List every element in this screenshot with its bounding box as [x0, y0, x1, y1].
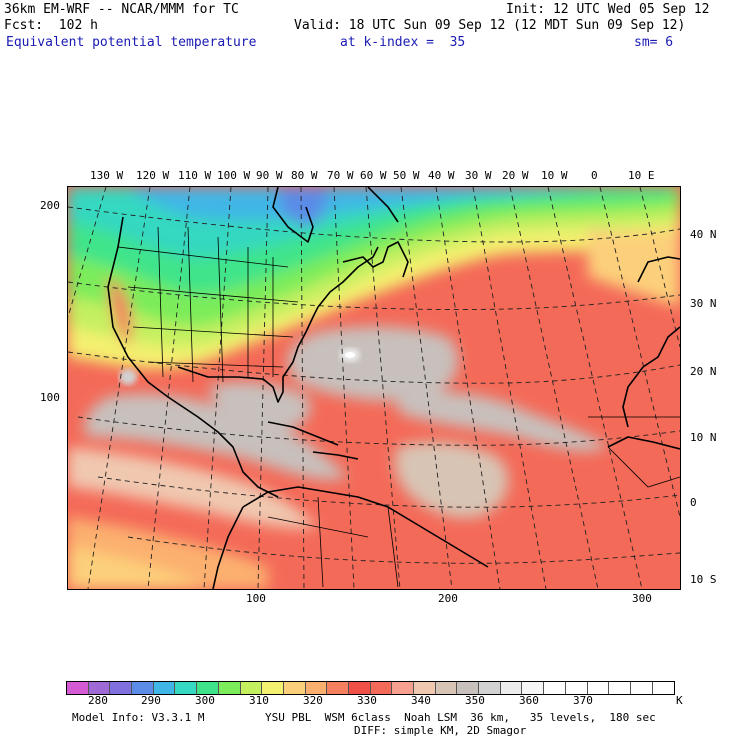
colorbar-swatch	[348, 682, 371, 694]
lat-label: 0	[690, 496, 697, 509]
lon-label: 80 W	[291, 169, 318, 182]
colorbar-label: 290	[141, 694, 161, 707]
field-name: Equivalent potential temperature	[6, 35, 257, 50]
lon-label: 130 W	[90, 169, 124, 182]
colorbar-label: 330	[357, 694, 377, 707]
colorbar-swatch	[392, 682, 414, 694]
lon-label: 30 W	[465, 169, 492, 182]
colorbar-swatch	[457, 682, 480, 694]
field-band	[208, 381, 311, 432]
field-band	[128, 187, 588, 221]
colorbar-swatch	[609, 682, 631, 694]
field-band	[398, 392, 608, 452]
colorbar-unit: K	[676, 694, 683, 707]
colorbar-swatch	[565, 682, 588, 694]
colorbar-swatch	[544, 682, 566, 694]
colorbar-swatch	[305, 682, 328, 694]
colorbar-swatch	[327, 682, 349, 694]
field-band	[68, 447, 318, 529]
physics-info: YSU PBL WSM 6class Noah LSM 36 km, 35 le…	[265, 711, 656, 724]
grid-y-label: 100	[40, 391, 60, 404]
grid-y-label: 200	[40, 199, 60, 212]
field-band	[394, 441, 509, 518]
lon-label: 20 W	[502, 169, 529, 182]
colorbar-swatch	[132, 682, 154, 694]
grid-x-label: 100	[246, 592, 266, 605]
level-info: at k-index = 35	[340, 35, 466, 50]
forecast-hour: Fcst: 102 h	[4, 18, 98, 33]
grid-x-label: 200	[438, 592, 458, 605]
colorbar-swatch	[240, 682, 263, 694]
graticule	[68, 187, 680, 589]
colorbar-swatch	[630, 682, 653, 694]
lon-label: 50 W	[393, 169, 420, 182]
coastlines	[107, 187, 680, 589]
lon-label: 0	[591, 169, 598, 182]
colorbar-swatch	[500, 682, 523, 694]
field-band	[287, 326, 459, 402]
colorbar	[66, 681, 676, 695]
colorbar-swatch	[652, 682, 675, 694]
colorbar-swatch	[67, 682, 89, 694]
smoothing-info: sm= 6	[634, 35, 674, 50]
lon-label: 100 W	[217, 169, 251, 182]
colorbar-swatch	[175, 682, 198, 694]
colorbar-swatch	[435, 682, 458, 694]
model-info: Model Info: V3.3.1 M	[72, 711, 205, 724]
lon-label: 10 E	[628, 169, 655, 182]
colorbar-label: 280	[88, 694, 108, 707]
colorbar-swatch	[197, 682, 219, 694]
field-spot	[345, 352, 355, 358]
lat-label: 30 N	[690, 297, 717, 310]
diffusion-info: DIFF: simple KM, 2D Smagor	[354, 724, 527, 737]
colorbar-swatch	[262, 682, 284, 694]
colorbar-label: 320	[303, 694, 323, 707]
field-band	[84, 393, 348, 480]
lon-label: 10 W	[541, 169, 568, 182]
colorbar-swatch	[110, 682, 133, 694]
valid-time: Valid: 18 UTC Sun 09 Sep 12 (12 MDT Sun …	[294, 18, 686, 33]
lon-label: 70 W	[327, 169, 354, 182]
colorbar-label: 300	[195, 694, 215, 707]
field-band	[108, 277, 132, 347]
model-title: 36km EM-WRF -- NCAR/MMM for TC	[4, 2, 239, 17]
colorbar-label: 360	[519, 694, 539, 707]
colorbar-label: 350	[465, 694, 485, 707]
colorbar-swatch	[153, 682, 176, 694]
colorbar-swatch	[587, 682, 610, 694]
colorbar-swatch	[88, 682, 111, 694]
lon-label: 120 W	[136, 169, 170, 182]
colorbar-swatch	[522, 682, 545, 694]
colorbar-swatch	[218, 682, 241, 694]
init-time: Init: 12 UTC Wed 05 Sep 12	[506, 2, 710, 17]
field-band	[278, 187, 328, 227]
lon-label: 90 W	[256, 169, 283, 182]
colorbar-swatch	[479, 682, 501, 694]
lon-label: 40 W	[428, 169, 455, 182]
lat-label: 40 N	[690, 228, 717, 241]
colorbar-swatch	[414, 682, 436, 694]
colorbar-label: 310	[249, 694, 269, 707]
lon-label: 110 W	[178, 169, 212, 182]
field-band	[588, 227, 680, 307]
colorbar-swatch	[283, 682, 306, 694]
field-spot	[119, 369, 137, 385]
colorbar-swatch	[370, 682, 393, 694]
grid-x-label: 300	[632, 592, 652, 605]
lat-label: 20 N	[690, 365, 717, 378]
political-boundaries	[117, 226, 680, 588]
lat-label: 10 S	[690, 573, 717, 586]
lon-label: 60 W	[360, 169, 387, 182]
colorbar-label: 370	[573, 694, 593, 707]
colorbar-label: 340	[411, 694, 431, 707]
field-band	[68, 547, 208, 589]
lat-label: 10 N	[690, 431, 717, 444]
theta-e-map	[67, 186, 681, 590]
